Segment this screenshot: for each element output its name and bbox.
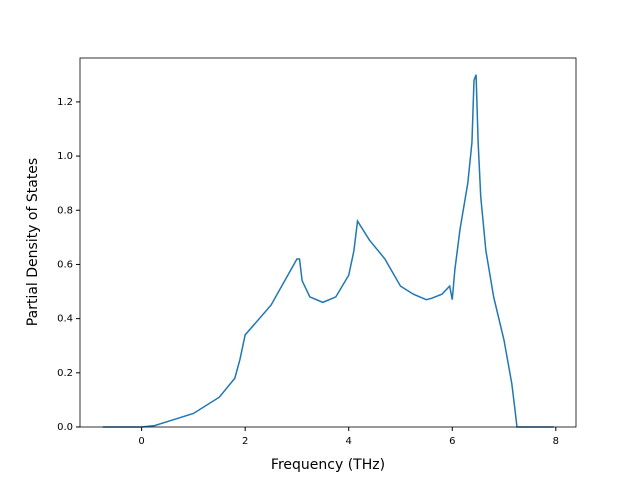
x-tick-label: 0 (138, 436, 144, 447)
x-tick-label: 2 (242, 436, 248, 447)
y-tick-label: 0.2 (57, 368, 73, 379)
y-tick-label: 1.2 (57, 97, 73, 108)
y-axis-label: Partial Density of States (25, 158, 41, 326)
plot-frame (79, 57, 577, 428)
x-tick-label: 8 (553, 436, 559, 447)
y-tick-label: 1.0 (57, 151, 73, 162)
y-tick-label: 0.6 (57, 259, 73, 270)
y-tick-label: 0.8 (57, 205, 73, 216)
x-tick-label: 6 (449, 436, 455, 447)
y-tick-label: 0.0 (57, 422, 73, 433)
x-tick-label: 4 (346, 436, 352, 447)
data-line (102, 74, 554, 428)
x-axis-label: Frequency (THz) (271, 457, 385, 473)
y-tick-label: 0.4 (57, 314, 73, 325)
